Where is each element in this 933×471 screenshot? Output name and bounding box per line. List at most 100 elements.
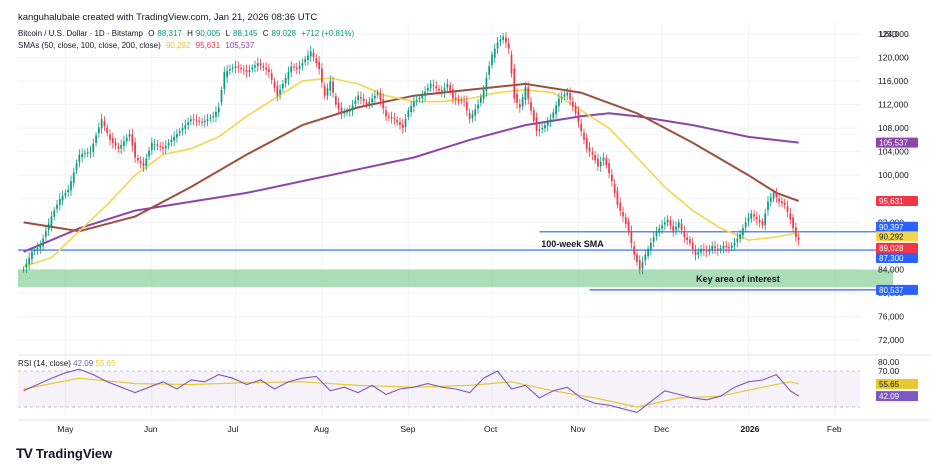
- candle-body: [173, 136, 175, 141]
- candle-body: [64, 192, 67, 196]
- candle-body: [510, 54, 513, 74]
- candle-body: [176, 133, 178, 138]
- rsi-label: 42.09: [879, 392, 900, 401]
- candle-body: [630, 230, 633, 243]
- candle-body: [128, 133, 131, 137]
- candle-body: [379, 93, 382, 101]
- candle-body: [56, 204, 58, 209]
- candle-body: [742, 228, 744, 236]
- candle-body: [404, 119, 407, 127]
- candle-body: [399, 122, 401, 126]
- candle-body: [401, 124, 404, 129]
- candle-body: [415, 99, 418, 102]
- sma50-value: 90,292: [165, 41, 191, 50]
- candle-body: [708, 248, 711, 252]
- candle-body: [460, 100, 463, 102]
- candle-body: [78, 154, 81, 163]
- candle-body: [783, 202, 786, 205]
- candle-body: [28, 257, 31, 265]
- candle-body: [61, 195, 64, 201]
- ohlc-low-label: L: [225, 29, 231, 38]
- candle-body: [661, 225, 663, 229]
- rsi-tick-label: 70.00: [878, 366, 900, 376]
- candle-body: [192, 119, 195, 121]
- candle-body: [407, 110, 410, 117]
- tradingview-logo-icon: TV: [16, 445, 33, 461]
- candle-body: [781, 200, 783, 204]
- candle-body: [268, 69, 270, 73]
- candle-body: [778, 198, 781, 202]
- candle-body: [167, 142, 170, 146]
- candle-body: [215, 111, 217, 117]
- candle-body: [544, 125, 546, 129]
- candle-body: [301, 63, 304, 66]
- candle-body: [728, 247, 730, 249]
- candle-body: [212, 116, 215, 118]
- candle-body: [226, 70, 228, 78]
- candle-body: [641, 262, 644, 269]
- candle-body: [736, 238, 739, 242]
- candle-body: [744, 222, 747, 228]
- candle-body: [72, 172, 75, 184]
- candle-body: [371, 98, 373, 103]
- candle-body: [242, 69, 245, 71]
- y-tick-label: 120,000: [878, 52, 909, 62]
- sma-legend-label: SMAs (50, close, 100, close, 200, close): [18, 41, 161, 50]
- candle-body: [84, 153, 86, 155]
- candle-body: [507, 43, 510, 49]
- symbol-title: Bitcoin / U.S. Dollar · 1D · Bitstamp: [18, 29, 143, 38]
- candle-body: [574, 105, 577, 114]
- candle-body: [86, 152, 89, 154]
- price-label-text: 89,028: [879, 244, 904, 253]
- candle-body: [254, 65, 256, 68]
- candle-body: [259, 63, 262, 66]
- rsi-legend-label: RSI (14, close): [18, 359, 71, 368]
- candle-body: [153, 144, 156, 146]
- y-tick-label: 112,000: [878, 100, 908, 110]
- candle-body: [279, 89, 281, 95]
- candle-body: [198, 120, 201, 122]
- candle-body: [150, 142, 153, 150]
- candle-body: [446, 83, 449, 88]
- currency-label: USD: [880, 29, 898, 39]
- candle-body: [178, 131, 181, 134]
- price-label-text: 87,300: [879, 254, 904, 263]
- candle-body: [677, 222, 680, 228]
- ohlc-close-label: C: [262, 29, 269, 38]
- candle-body: [622, 212, 624, 217]
- candle-body: [616, 190, 619, 205]
- candle-body: [81, 153, 83, 158]
- candle-body: [485, 77, 488, 91]
- candle-body: [705, 250, 708, 252]
- candle-body: [452, 89, 454, 99]
- candle-body: [148, 150, 150, 157]
- candle-body: [97, 127, 100, 134]
- candle-body: [131, 134, 134, 146]
- ohlc-high: 90,005: [195, 29, 221, 38]
- candle-body: [223, 72, 226, 90]
- candle-body: [426, 87, 429, 91]
- candle-body: [36, 247, 39, 250]
- candle-body: [337, 102, 340, 109]
- candle-body: [496, 42, 499, 49]
- candle-body: [753, 214, 755, 217]
- candle-body: [53, 210, 56, 217]
- candle-body: [644, 254, 647, 261]
- candle-body: [393, 118, 396, 120]
- ohlc-low: 88,145: [233, 29, 258, 38]
- candle-body: [697, 251, 700, 255]
- candle-body: [672, 225, 675, 232]
- candle-body: [482, 89, 485, 99]
- candle-body: [689, 239, 691, 243]
- price-axis: 72,00076,00080,00084,00088,00092,00096,0…: [876, 29, 918, 345]
- candle-body: [189, 119, 192, 122]
- candle-body: [652, 237, 655, 242]
- x-tick-label: Jun: [144, 424, 158, 434]
- candle-body: [797, 237, 800, 240]
- candle-body: [293, 66, 295, 68]
- candle-body: [282, 83, 284, 89]
- candle-body: [137, 158, 139, 161]
- tradingview-logo[interactable]: TV TradingView: [16, 445, 112, 461]
- candle-body: [334, 96, 337, 105]
- candle-body: [638, 260, 641, 270]
